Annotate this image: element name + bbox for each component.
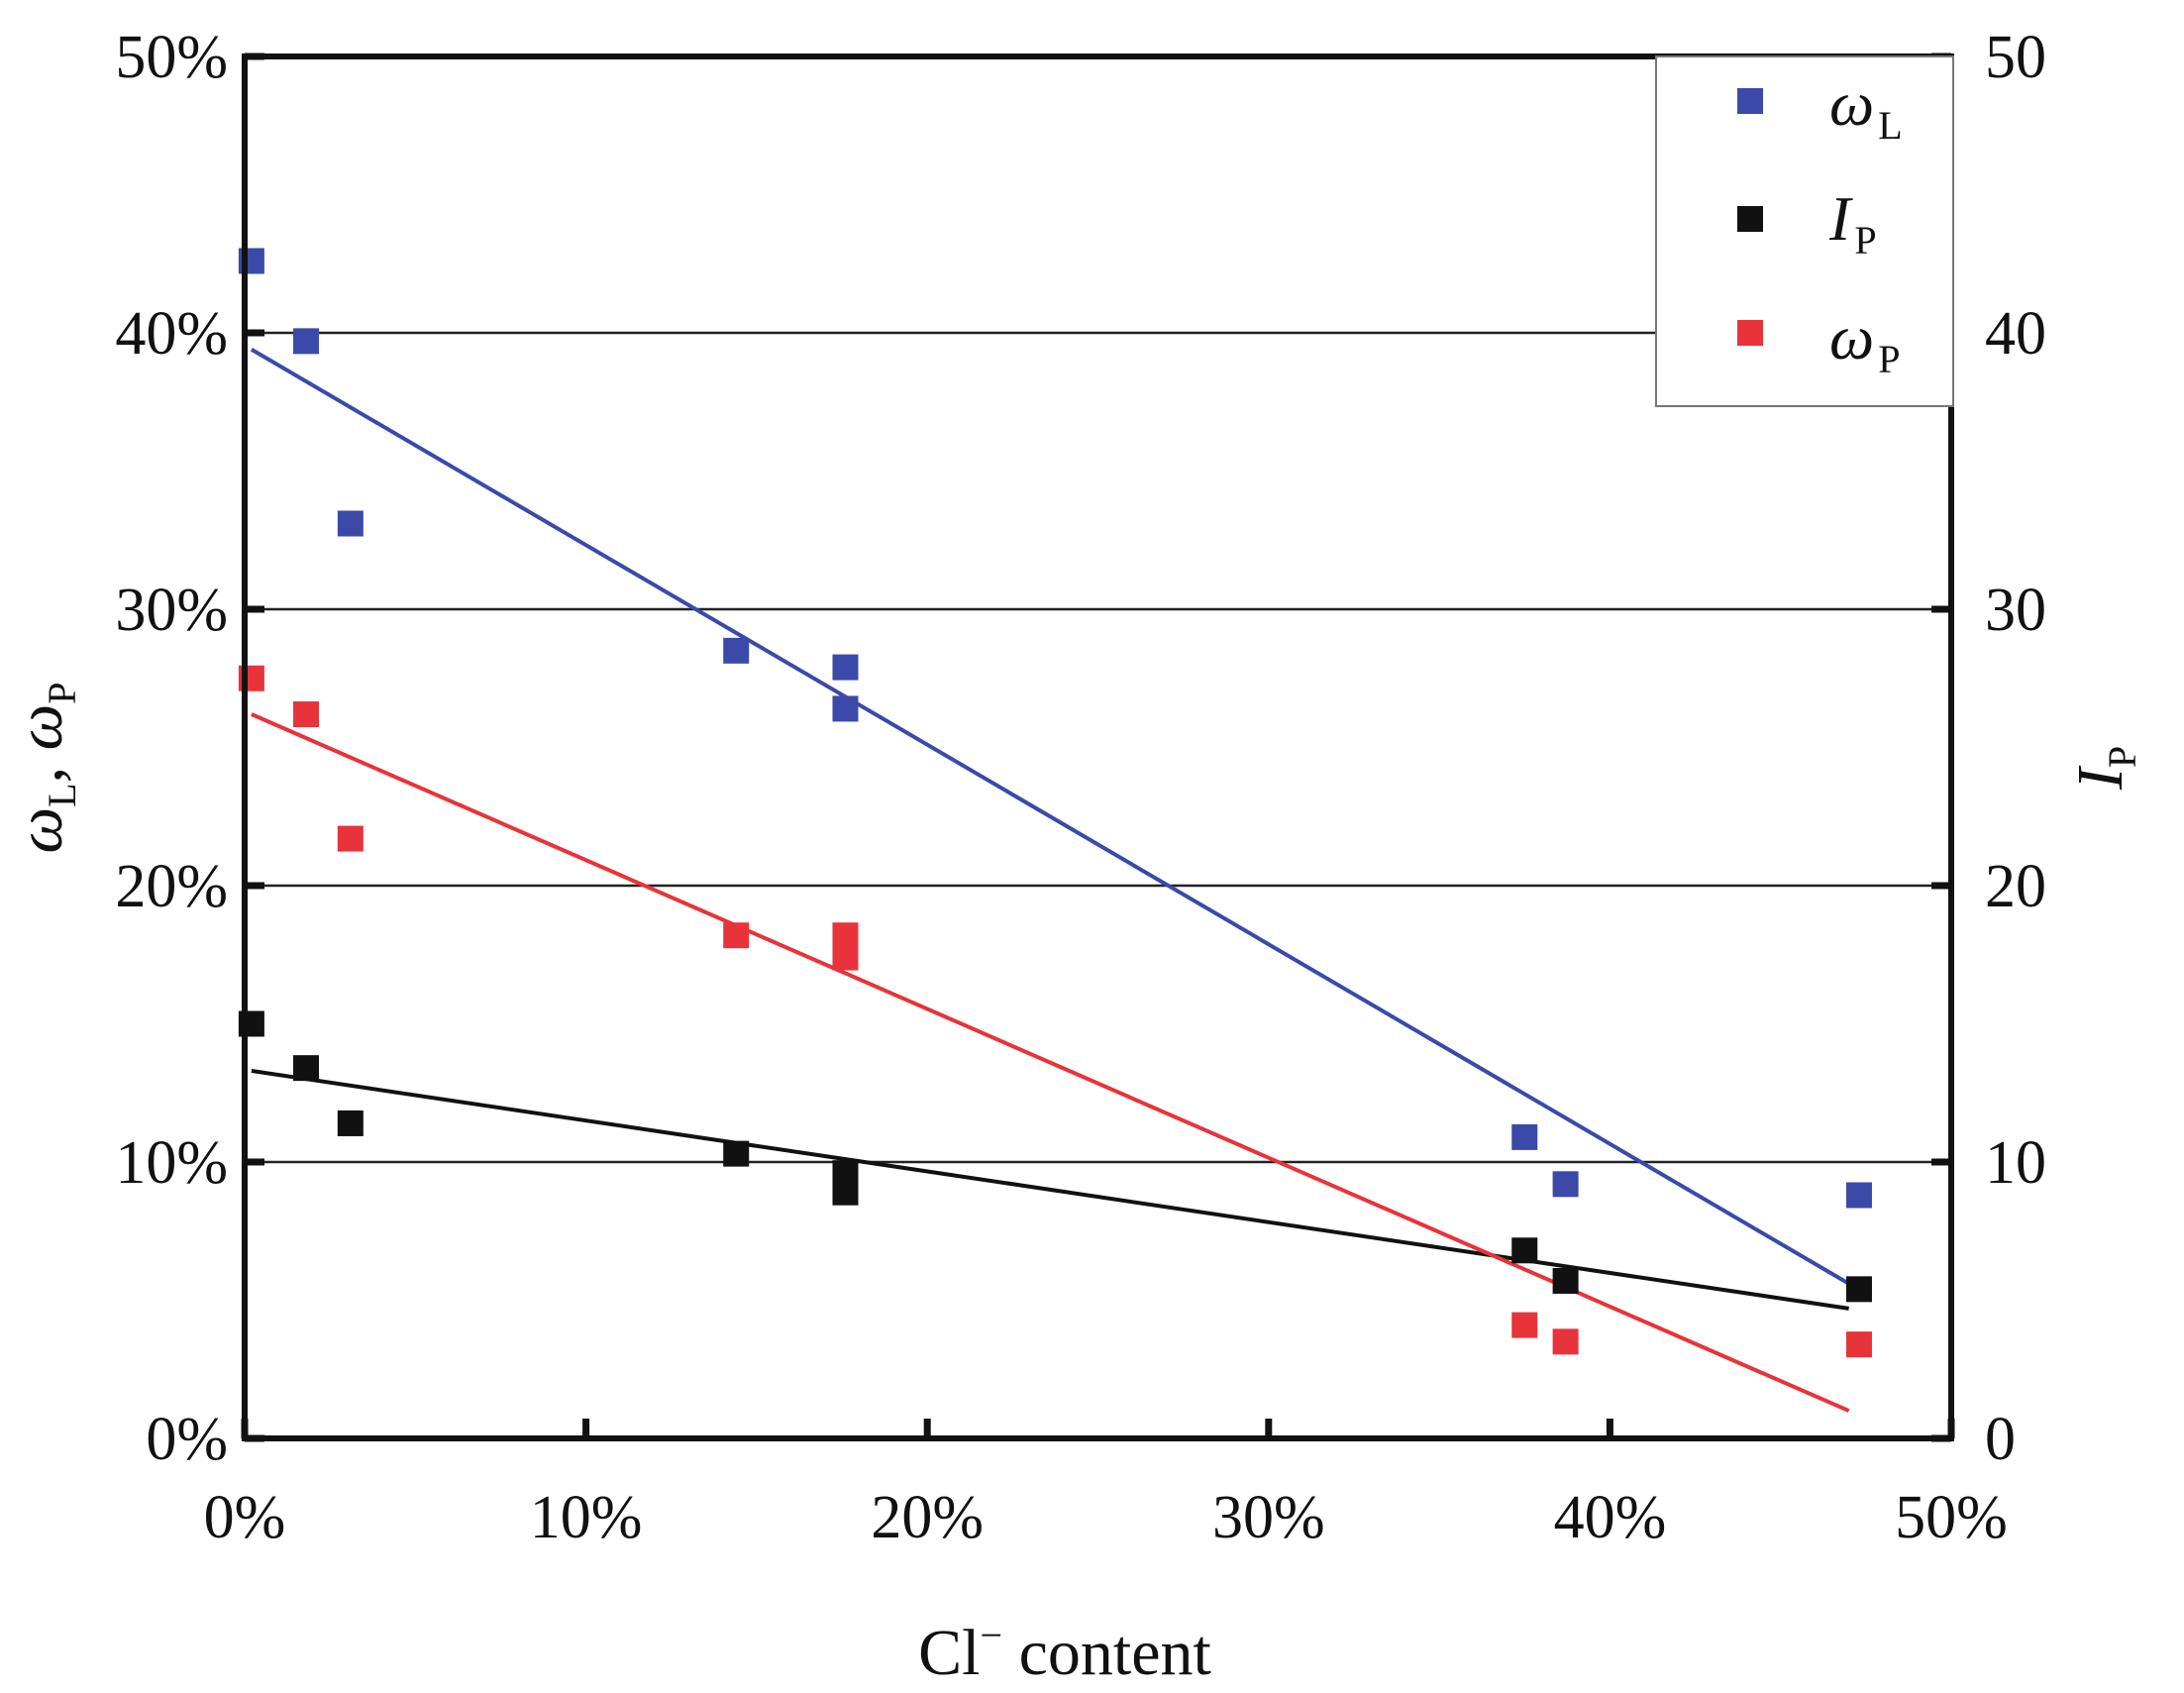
svg-text:ωL, ωP: ωL, ωP bbox=[4, 683, 84, 854]
series-2-p-point bbox=[293, 701, 320, 728]
y-left-tick-label: 0% bbox=[146, 1406, 228, 1473]
svg-text:IP: IP bbox=[2064, 746, 2144, 791]
x-tick-label: 10% bbox=[530, 1484, 643, 1551]
series-1-p-point bbox=[293, 1055, 320, 1082]
svg-text:ωP: ωP bbox=[1829, 302, 1900, 381]
plot-frame bbox=[242, 53, 1954, 1441]
y-right-tick-label: 20 bbox=[1985, 853, 2046, 920]
tick-labels: 0% 10% 20% 30% 40% 50% 0% 10% 20% 30% 40% 50% 0 10 20 3… bbox=[115, 24, 2046, 1551]
legend-marker-omega-l bbox=[1737, 88, 1763, 114]
y-right-tick-label: 30 bbox=[1985, 577, 2046, 644]
y-right-tick-label: 10 bbox=[1985, 1129, 2046, 1197]
y-left-tick-label: 20% bbox=[115, 853, 228, 920]
y-right-axis-title: IP bbox=[2064, 746, 2144, 791]
y-left-tick-label: 30% bbox=[115, 577, 228, 644]
y-left-tick-label: 40% bbox=[115, 300, 228, 368]
y-left-tick-label: 10% bbox=[115, 1129, 228, 1197]
series-0-l-point bbox=[293, 328, 320, 355]
x-tick-label: 20% bbox=[871, 1484, 984, 1551]
series-0-l-point bbox=[1511, 1123, 1538, 1150]
series-1-p-point bbox=[1511, 1237, 1538, 1264]
series-0-l-point bbox=[723, 637, 750, 664]
series-2-p-fit-line bbox=[251, 712, 1850, 1413]
series-1-p-point bbox=[337, 1110, 364, 1136]
series-2-p-point bbox=[1552, 1328, 1579, 1355]
series-2-p-point bbox=[723, 922, 750, 949]
series-0-l-fit-line bbox=[250, 348, 1850, 1286]
series-2-p-point bbox=[337, 825, 364, 852]
x-tick-label: 50% bbox=[1895, 1484, 2008, 1551]
y-right-tick-label: 40 bbox=[1985, 300, 2046, 368]
series-0-l-point bbox=[1845, 1182, 1872, 1209]
legend-marker-omega-p bbox=[1737, 320, 1763, 346]
fit-lines bbox=[250, 348, 1850, 1413]
y-left-axis-title: ωL, ωP bbox=[4, 683, 84, 854]
x-axis-title: Cl− content bbox=[918, 1613, 1211, 1689]
series-0-l-point bbox=[832, 654, 859, 681]
series-2-p-point bbox=[832, 944, 859, 971]
series-1-p-point bbox=[832, 1179, 859, 1206]
series-1-p-fit-line bbox=[251, 1068, 1849, 1311]
x-tick-label: 0% bbox=[204, 1484, 286, 1551]
x-tick-label: 30% bbox=[1212, 1484, 1325, 1551]
series-2-p-point bbox=[832, 922, 859, 949]
svg-text:IP: IP bbox=[1828, 183, 1877, 263]
gridlines bbox=[245, 331, 1951, 1164]
series-0-l-point bbox=[337, 510, 364, 537]
y-right-tick-label: 50 bbox=[1985, 24, 2046, 91]
series-0-l-point bbox=[1552, 1171, 1579, 1198]
series-1-p-point bbox=[1845, 1276, 1872, 1303]
legend-box bbox=[1655, 55, 1954, 407]
x-tick-label: 40% bbox=[1554, 1484, 1667, 1551]
series-1-p-point bbox=[723, 1140, 750, 1167]
series-2-p-point bbox=[1845, 1331, 1872, 1358]
svg-text:ωL: ωL bbox=[1829, 68, 1903, 148]
legend-marker-ip bbox=[1737, 206, 1763, 232]
series-2-p-point bbox=[1511, 1312, 1538, 1338]
series-0-l-point bbox=[832, 695, 859, 722]
series-1-p-point bbox=[1552, 1267, 1579, 1294]
y-left-tick-label: 50% bbox=[115, 24, 228, 91]
y-right-tick-label: 0 bbox=[1985, 1406, 2016, 1473]
